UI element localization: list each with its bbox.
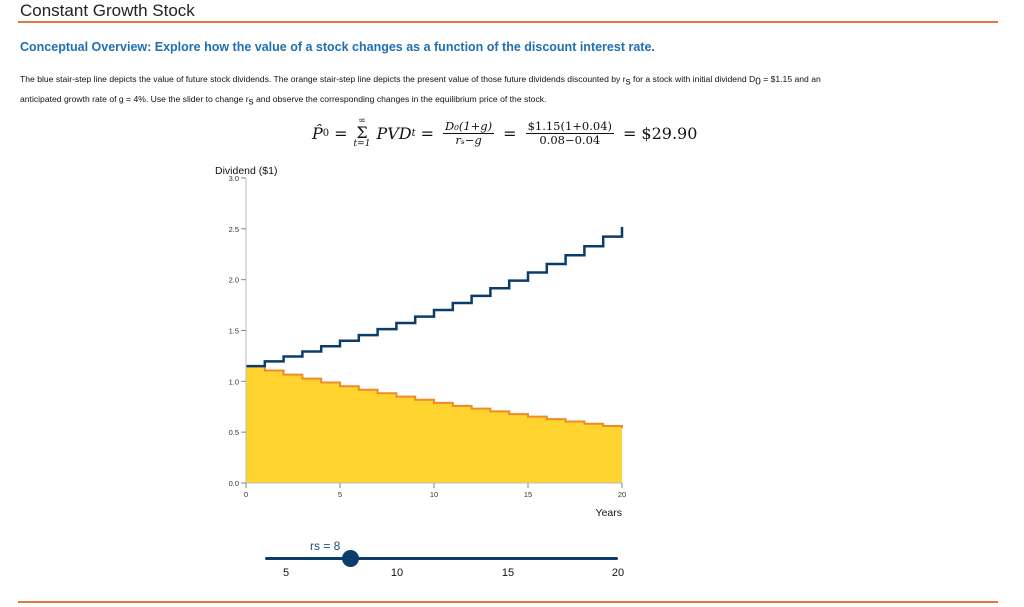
price-formula: P̂ 0 = ∞ Σ t=1 PVD t = D₀(1+g) rₛ−g = $1.1… (312, 116, 697, 150)
description-sub-s: s (625, 76, 631, 88)
formula-equals-1: = (334, 123, 348, 143)
y-tick-label: 1.5 (229, 327, 239, 336)
title-divider (18, 21, 998, 23)
y-tick-label: 0.0 (229, 479, 239, 488)
description-text: The blue stair-step line depicts the val… (20, 71, 1005, 110)
formula-fraction-numeric: $1.15(1+0.04) 0.08−0.04 (525, 118, 615, 147)
formula-sum-bottom: t=1 (353, 139, 371, 149)
formula-sum: ∞ Σ t=1 (354, 117, 371, 149)
y-tick-label: 0.5 (229, 428, 239, 437)
formula-p0-sub: 0 (322, 127, 330, 139)
formula-equals-4: = (623, 123, 637, 143)
bottom-divider (18, 601, 998, 603)
rs-slider-handle[interactable] (342, 550, 359, 567)
description-line1: The blue stair-step line depicts the val… (20, 74, 626, 84)
rs-slider-tick-label: 10 (390, 567, 404, 579)
formula-fraction-symbolic: D₀(1+g) rₛ−g (443, 118, 495, 147)
present-value-step-line (246, 365, 623, 429)
formula-frac1-denominator: rₛ−g (455, 132, 482, 147)
formula-frac2-denominator: 0.08−0.04 (539, 132, 601, 147)
x-tick-label: 15 (524, 490, 532, 499)
x-tick-label: 5 (338, 490, 342, 499)
x-tick-label: 20 (618, 490, 626, 499)
present-value-area (246, 366, 622, 483)
formula-sigma: Σ (356, 123, 368, 142)
x-tick-label: 0 (244, 490, 248, 499)
formula-equals-3: = (503, 123, 517, 143)
description-sub-0: 0 (755, 76, 761, 88)
x-axis-title: Years (596, 507, 622, 519)
formula-frac1-numerator: D₀(1+g) (443, 118, 495, 134)
formula-pvd-sub: t (411, 127, 416, 139)
y-tick-label: 2.5 (229, 225, 239, 234)
description-line2-end: and observe the corresponding changes in… (253, 93, 547, 104)
formula-frac2-numerator: $1.15(1+0.04) (525, 118, 615, 134)
description-sub-s2: s (248, 96, 254, 108)
description-line1-end: = $1.15 and an (760, 74, 821, 84)
y-tick-label: 3.0 (229, 174, 239, 183)
rs-slider-tick-label: 20 (611, 567, 625, 579)
rs-slider-tick-label: 15 (501, 567, 515, 579)
future-dividends-step-line (246, 226, 624, 368)
rs-slider-label: rs = 8 (310, 539, 341, 553)
y-tick-label: 2.0 (229, 276, 239, 285)
formula-equals-2: = (420, 123, 435, 143)
rs-slider-tick-label: 5 (282, 567, 290, 579)
formula-result: $29.90 (641, 123, 698, 143)
y-axis-title: Dividend ($1) (215, 165, 277, 177)
conceptual-overview-heading: Conceptual Overview: Explore how the val… (20, 40, 655, 54)
description-line1-rest: for a stock with initial dividend D (630, 74, 756, 84)
formula-sum-top: ∞ (358, 116, 366, 126)
formula-p0: P̂ (312, 123, 323, 143)
description-line2: anticipated growth rate of g = 4%. Use t… (20, 93, 249, 104)
rs-slider-track[interactable] (265, 557, 618, 560)
x-tick-label: 10 (430, 490, 438, 499)
page-title: Constant Growth Stock (20, 1, 195, 20)
y-tick-label: 1.0 (229, 377, 239, 386)
formula-pvd: PVD (376, 123, 412, 143)
